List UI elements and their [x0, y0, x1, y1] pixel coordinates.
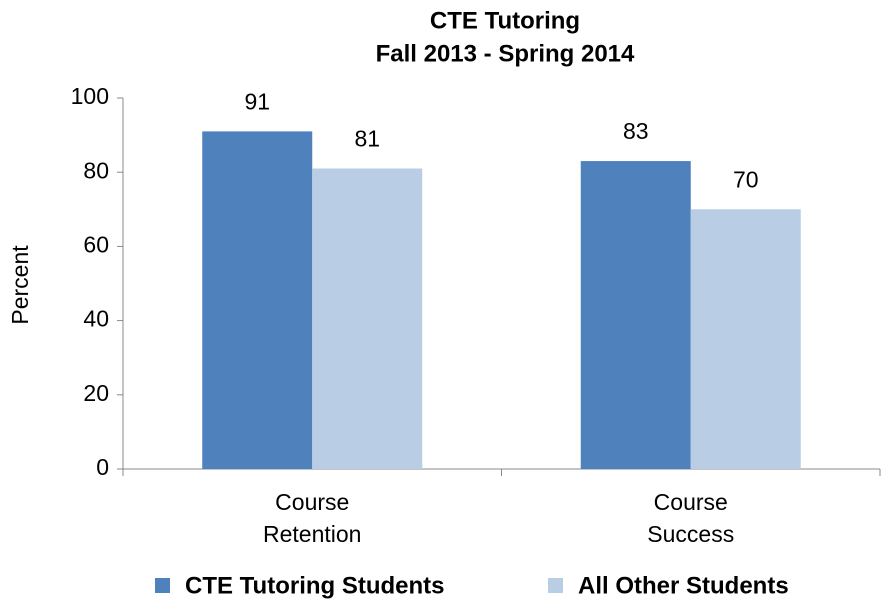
- bar: [202, 131, 313, 469]
- data-label: 70: [733, 166, 759, 192]
- x-tick-label: Course: [654, 489, 728, 515]
- y-tick-label: 100: [71, 83, 109, 109]
- legend-swatch: [155, 578, 170, 593]
- y-tick-label: 40: [83, 306, 109, 332]
- legend-label: All Other Students: [578, 572, 789, 599]
- y-tick-label: 80: [83, 157, 109, 183]
- data-label: 91: [244, 88, 270, 114]
- chart-title: CTE Tutoring: [430, 7, 580, 34]
- y-tick-label: 0: [96, 454, 109, 480]
- y-tick-label: 60: [83, 231, 109, 257]
- y-tick-label: 20: [83, 380, 109, 406]
- legend-label: CTE Tutoring Students: [185, 572, 445, 599]
- x-tick-label: Retention: [263, 521, 361, 547]
- y-axis-label: Percent: [7, 245, 33, 325]
- data-label: 81: [354, 126, 380, 152]
- bar: [690, 209, 801, 470]
- x-tick-label: Success: [647, 521, 734, 547]
- legend-swatch: [548, 578, 563, 593]
- data-label: 83: [623, 118, 649, 144]
- chart-title: Fall 2013 - Spring 2014: [376, 40, 635, 67]
- bar: [580, 161, 691, 469]
- bar: [312, 168, 423, 470]
- x-tick-label: Course: [275, 489, 349, 515]
